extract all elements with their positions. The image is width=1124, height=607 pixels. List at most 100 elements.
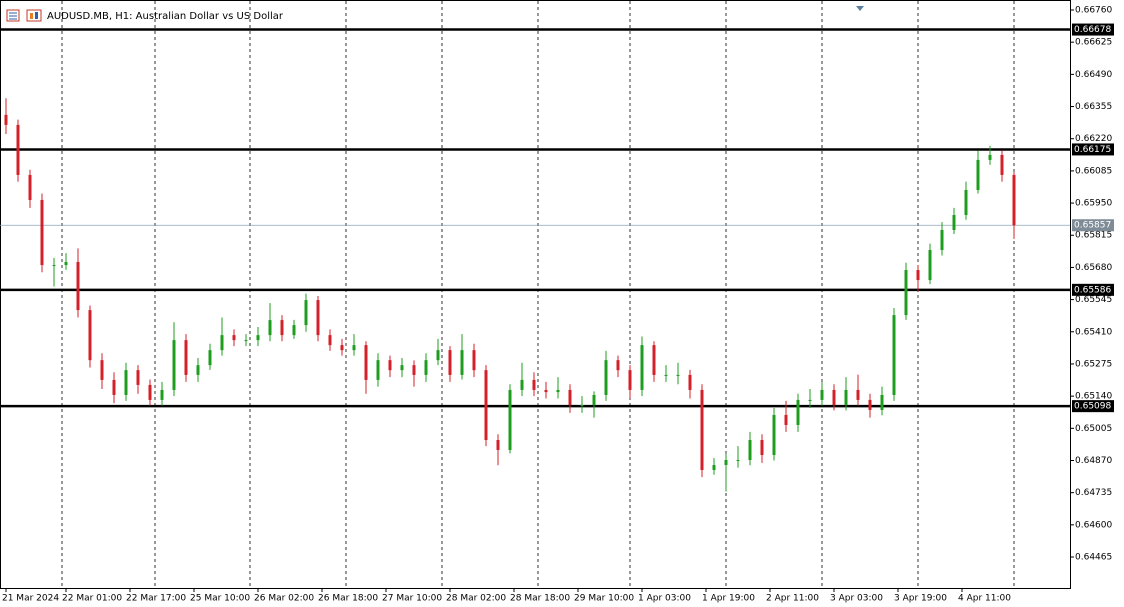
candle-body xyxy=(928,250,932,281)
x-tick-label: 28 Mar 02:00 xyxy=(446,594,506,604)
candle-body xyxy=(592,394,596,405)
candle-body xyxy=(244,340,248,342)
candle-body xyxy=(724,460,728,466)
candle-body xyxy=(628,370,632,390)
candle-body xyxy=(172,340,176,390)
x-tick-label: 26 Mar 18:00 xyxy=(318,594,378,604)
candle-body xyxy=(748,439,752,461)
candle-body xyxy=(160,389,164,400)
candle-body xyxy=(532,379,536,390)
candle-body xyxy=(640,345,644,390)
candle-body xyxy=(700,389,704,471)
candle-body xyxy=(964,189,968,215)
x-tick-label: 22 Mar 17:00 xyxy=(126,594,186,604)
y-tick-label: 0.66760 xyxy=(1075,6,1112,16)
x-tick-label: 4 Apr 11:00 xyxy=(958,594,1011,604)
candle-body xyxy=(904,270,908,316)
candle-body xyxy=(484,370,488,440)
y-tick-label: 0.64465 xyxy=(1075,553,1112,563)
candle-body xyxy=(832,389,836,405)
y-tick-label: 0.65005 xyxy=(1075,424,1112,434)
x-tick-label: 29 Mar 10:00 xyxy=(574,594,634,604)
y-tick-label: 0.65680 xyxy=(1075,263,1112,273)
candle-body xyxy=(508,389,512,450)
candle-body xyxy=(760,439,764,456)
candle-body xyxy=(136,370,140,385)
candle-body xyxy=(520,379,524,390)
candle-body xyxy=(892,315,896,395)
candle-body xyxy=(124,370,128,395)
candle-body xyxy=(268,320,272,336)
candle-body xyxy=(400,365,404,371)
candle-body xyxy=(448,350,452,375)
candle-body xyxy=(772,414,776,456)
candle-body xyxy=(148,384,152,400)
candle-body xyxy=(676,374,680,376)
level-box xyxy=(1072,283,1114,296)
x-tick-label: 1 Apr 19:00 xyxy=(702,594,755,604)
candle-body xyxy=(712,465,716,471)
candle-body xyxy=(16,124,20,175)
candle-body xyxy=(544,389,548,393)
y-tick-label: 0.65815 xyxy=(1075,231,1112,241)
current-price-label: 0.65857 xyxy=(1074,221,1111,231)
candle-body xyxy=(580,404,584,406)
level-box xyxy=(1072,400,1114,413)
x-tick-label: 1 Apr 03:00 xyxy=(638,594,691,604)
y-tick-label: 0.66220 xyxy=(1075,134,1112,144)
x-tick-label: 22 Mar 01:00 xyxy=(62,594,122,604)
candle-body xyxy=(112,379,116,395)
candle-body xyxy=(460,350,464,375)
candle-body xyxy=(388,360,392,371)
candle-body xyxy=(304,300,308,326)
y-tick-label: 0.65275 xyxy=(1075,359,1112,369)
symbol-icons xyxy=(6,9,42,22)
candle-body xyxy=(52,265,56,267)
x-tick-label: 21 Mar 2024 xyxy=(2,594,59,604)
candle-body xyxy=(952,214,956,231)
x-tick-label: 27 Mar 10:00 xyxy=(382,594,442,604)
candle-body xyxy=(496,439,500,450)
candle-body xyxy=(688,374,692,390)
candle-body xyxy=(976,159,980,190)
candle-body xyxy=(424,360,428,375)
candle-body xyxy=(940,230,944,251)
x-tick-label: 28 Mar 18:00 xyxy=(510,594,570,604)
candle-body xyxy=(316,300,320,336)
candle-body xyxy=(796,399,800,425)
candle-body xyxy=(1000,154,1004,175)
candle-body xyxy=(820,389,824,400)
candle-body xyxy=(1012,174,1016,226)
level-box xyxy=(1072,143,1114,156)
candle-body xyxy=(232,335,236,341)
current-price-box xyxy=(1072,219,1114,232)
y-tick-label: 0.66355 xyxy=(1075,102,1112,112)
y-tick-label: 0.66085 xyxy=(1075,166,1112,176)
level-label: 0.66175 xyxy=(1074,145,1111,155)
candle-body xyxy=(988,154,992,160)
y-tick-label: 0.65410 xyxy=(1075,327,1112,337)
x-tick-label: 3 Apr 19:00 xyxy=(894,594,947,604)
x-tick-label: 3 Apr 03:00 xyxy=(830,594,883,604)
candle-body xyxy=(556,389,560,393)
candle-body xyxy=(40,199,44,266)
candle-body xyxy=(76,261,80,311)
candle-body xyxy=(352,345,356,351)
candle-body xyxy=(844,389,848,405)
candle-body xyxy=(808,399,812,401)
candle-body xyxy=(64,261,68,266)
y-tick-label: 0.66625 xyxy=(1075,38,1112,48)
candle-body xyxy=(256,335,260,341)
candle-body xyxy=(280,320,284,336)
level-label: 0.65098 xyxy=(1074,402,1111,412)
level-label: 0.66678 xyxy=(1074,25,1111,35)
x-tick-label: 26 Mar 02:00 xyxy=(254,594,314,604)
candle-body xyxy=(652,345,656,375)
candle-body xyxy=(880,394,884,410)
candle-body xyxy=(28,174,32,200)
candle-body xyxy=(292,325,296,336)
y-tick-label: 0.64600 xyxy=(1075,520,1112,530)
candle-body xyxy=(736,460,740,462)
candle-body xyxy=(664,374,668,376)
candle-body xyxy=(364,345,368,380)
